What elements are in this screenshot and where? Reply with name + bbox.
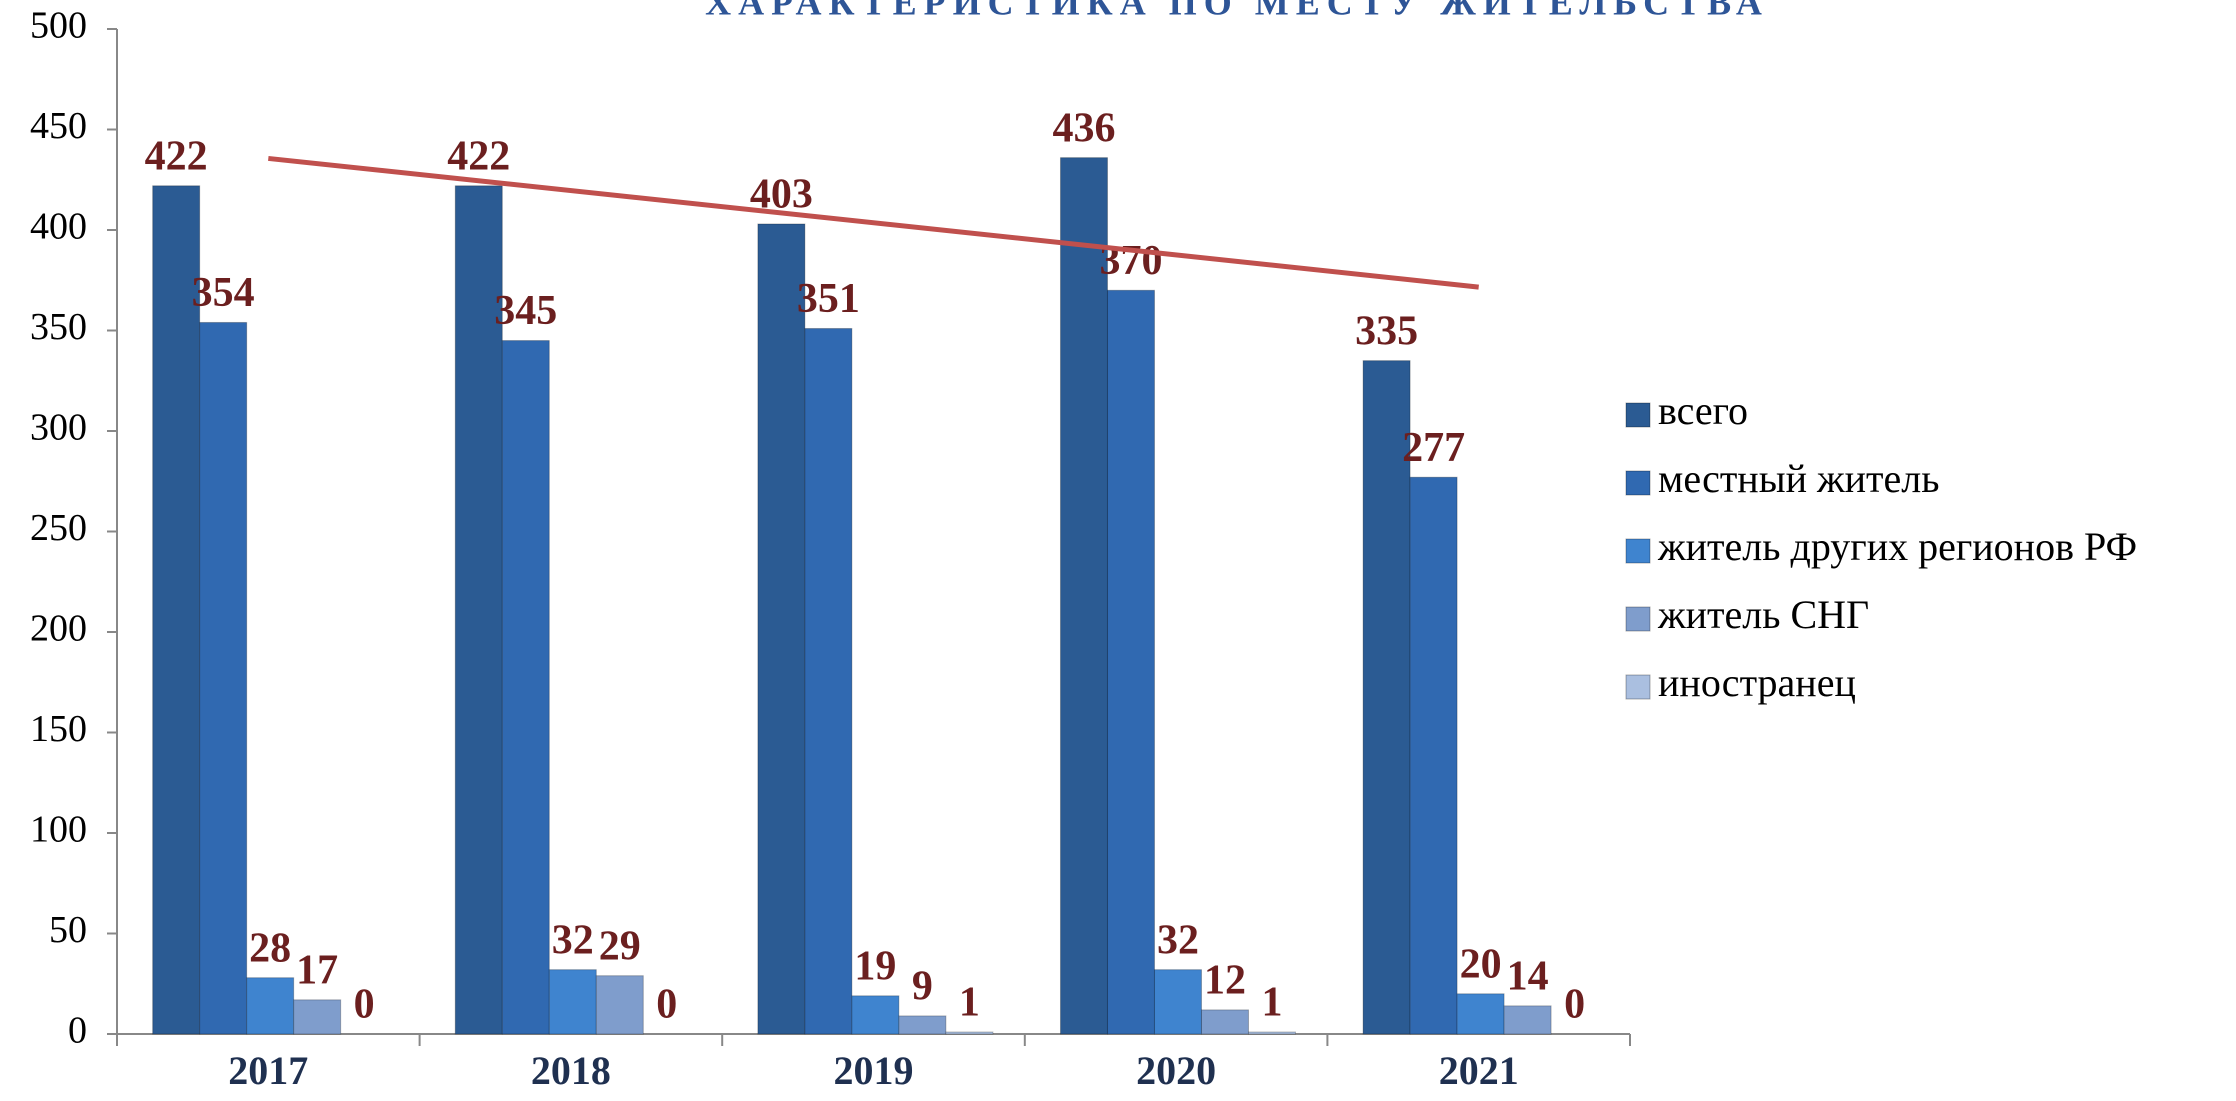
bar xyxy=(293,999,342,1035)
bar xyxy=(851,995,900,1035)
data-label: 345 xyxy=(494,288,557,334)
data-label: 422 xyxy=(145,133,208,179)
bar xyxy=(454,185,503,1035)
y-tick-label: 150 xyxy=(30,708,87,750)
chart-title: ХАРАКТЕРИСТИКА ПО МЕСТУ ЖИТЕЛЬСТВА xyxy=(705,0,1769,22)
bar xyxy=(1200,1009,1249,1035)
y-tick-label: 250 xyxy=(30,507,87,549)
data-label: 9 xyxy=(912,964,933,1010)
bar xyxy=(246,977,295,1035)
data-label: 12 xyxy=(1204,958,1246,1004)
legend-swatch xyxy=(1625,606,1651,632)
y-tick-label: 0 xyxy=(68,1010,87,1052)
data-label: 436 xyxy=(1052,105,1115,151)
data-label: 17 xyxy=(296,947,338,993)
y-tick-label: 450 xyxy=(30,105,87,147)
legend-swatch xyxy=(1625,538,1651,564)
legend-label: житель других регионов РФ xyxy=(1657,524,2137,569)
data-label: 422 xyxy=(447,133,510,179)
bar xyxy=(757,223,806,1035)
legend-swatch xyxy=(1625,470,1651,496)
bar xyxy=(1106,289,1155,1035)
data-label: 277 xyxy=(1402,425,1465,471)
x-tick-label: 2019 xyxy=(834,1048,914,1093)
data-label: 0 xyxy=(656,982,677,1028)
bar xyxy=(548,969,597,1035)
bar xyxy=(1503,1005,1552,1035)
bar xyxy=(1362,360,1411,1035)
y-tick-label: 350 xyxy=(30,306,87,348)
trend-line xyxy=(268,155,1479,290)
data-label: 1 xyxy=(959,980,980,1026)
data-label: 29 xyxy=(599,923,641,969)
bar xyxy=(501,340,550,1035)
legend-swatch xyxy=(1625,674,1651,700)
bar xyxy=(898,1015,947,1035)
data-label: 370 xyxy=(1099,238,1162,284)
data-label: 354 xyxy=(192,270,255,316)
y-tick-label: 50 xyxy=(49,909,87,951)
y-tick-label: 500 xyxy=(30,5,87,47)
data-label: 335 xyxy=(1355,308,1418,354)
data-label: 0 xyxy=(354,982,375,1028)
legend-label: местный житель xyxy=(1658,456,1939,501)
y-tick-label: 300 xyxy=(30,407,87,449)
data-label: 351 xyxy=(797,276,860,322)
data-label: 32 xyxy=(552,917,594,963)
data-label: 1 xyxy=(1261,980,1282,1026)
data-label: 0 xyxy=(1564,982,1585,1028)
x-tick-label: 2020 xyxy=(1136,1048,1216,1093)
y-tick-label: 100 xyxy=(30,809,87,851)
bar xyxy=(595,975,644,1035)
bar xyxy=(804,327,853,1035)
legend-label: всего xyxy=(1658,388,1748,433)
bar xyxy=(1456,993,1505,1035)
data-label: 14 xyxy=(1507,954,1549,1000)
bar xyxy=(1153,969,1202,1035)
bar xyxy=(1247,1031,1296,1035)
x-tick-label: 2017 xyxy=(228,1048,308,1093)
legend-label: иностранец xyxy=(1658,660,1856,705)
x-tick-label: 2021 xyxy=(1439,1048,1519,1093)
y-tick-label: 200 xyxy=(30,608,87,650)
legend-swatch xyxy=(1625,402,1651,428)
x-tick-label: 2018 xyxy=(531,1048,611,1093)
data-label: 28 xyxy=(249,925,291,971)
data-label: 19 xyxy=(854,943,896,989)
bar xyxy=(945,1031,994,1035)
bar xyxy=(1409,476,1458,1035)
bar xyxy=(152,185,201,1035)
bar xyxy=(1059,157,1108,1035)
data-label: 32 xyxy=(1157,917,1199,963)
data-label: 20 xyxy=(1460,941,1502,987)
bar xyxy=(199,321,248,1035)
legend-label: житель СНГ xyxy=(1657,592,1869,637)
y-tick-label: 400 xyxy=(30,206,87,248)
